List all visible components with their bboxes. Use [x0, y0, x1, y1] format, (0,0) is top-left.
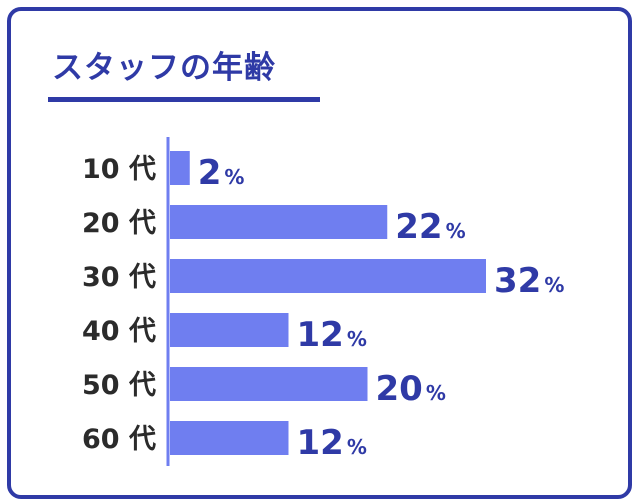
value-label: 32%	[494, 261, 564, 301]
bar	[170, 151, 190, 185]
title-underline	[48, 97, 320, 102]
category-label: 60 代	[82, 424, 156, 455]
bar	[170, 259, 486, 293]
bar	[170, 367, 368, 401]
value-label: 22%	[395, 207, 465, 247]
chart-title: スタッフの年齢	[52, 50, 276, 86]
category-label: 40 代	[82, 316, 156, 347]
category-label: 20 代	[82, 208, 156, 239]
bar	[170, 313, 289, 347]
chart-card	[7, 7, 632, 499]
value-label: 12%	[297, 423, 367, 463]
value-label: 2%	[198, 153, 245, 193]
category-label: 10 代	[82, 154, 156, 185]
category-label: 30 代	[82, 262, 156, 293]
bar	[170, 421, 289, 455]
value-label: 20%	[376, 369, 446, 409]
category-label: 50 代	[82, 370, 156, 401]
bar	[170, 205, 388, 239]
value-label: 12%	[297, 315, 367, 355]
